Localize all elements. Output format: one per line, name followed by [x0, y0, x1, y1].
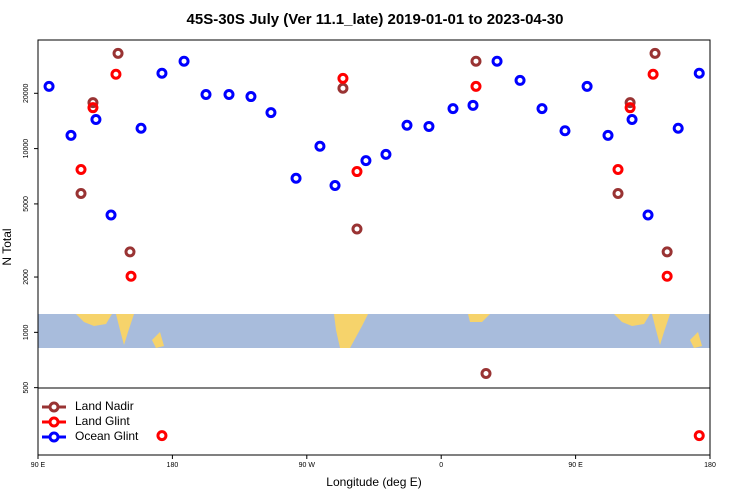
point — [43, 80, 55, 92]
legend-label: Land Glint — [75, 414, 130, 428]
x-tick-label: 180 — [167, 462, 179, 469]
y-tick-label: 500 — [23, 382, 30, 394]
point — [626, 114, 638, 126]
point — [360, 155, 372, 167]
point — [491, 55, 503, 67]
map-inset — [38, 314, 710, 348]
point — [110, 68, 122, 80]
point — [649, 47, 661, 59]
point — [75, 163, 87, 175]
legend-marker — [48, 401, 60, 413]
point — [661, 270, 673, 282]
point — [612, 163, 624, 175]
x-tick-label: 0 — [439, 462, 443, 469]
y-tick-label: 2000 — [23, 269, 30, 285]
point — [624, 97, 636, 109]
point — [661, 246, 673, 258]
x-tick-label: 180 — [704, 462, 716, 469]
point — [612, 187, 624, 199]
point — [602, 129, 614, 141]
x-tick-label: 90 E — [568, 462, 583, 469]
point — [647, 68, 659, 80]
point — [105, 209, 117, 221]
point — [90, 114, 102, 126]
point — [467, 99, 479, 111]
point — [87, 97, 99, 109]
point — [351, 166, 363, 178]
point — [693, 430, 705, 442]
plot-frame — [37, 39, 711, 456]
point — [329, 179, 341, 191]
point — [470, 80, 482, 92]
x-tick-label: 90 W — [299, 462, 316, 469]
legend-marker — [48, 416, 60, 428]
point — [290, 172, 302, 184]
point — [536, 103, 548, 115]
point — [337, 82, 349, 94]
point — [514, 74, 526, 86]
y-axis-label: N Total — [0, 228, 14, 265]
point — [693, 67, 705, 79]
point — [125, 270, 137, 282]
x-tick-label: 90 E — [31, 462, 46, 469]
y-tick-label: 5000 — [23, 196, 30, 212]
point — [156, 430, 168, 442]
point — [624, 102, 636, 114]
point — [642, 209, 654, 221]
legend-marker — [48, 431, 60, 443]
legend-label: Ocean Glint — [75, 429, 139, 443]
point — [672, 122, 684, 134]
point — [314, 140, 326, 152]
point — [480, 368, 492, 380]
point — [245, 91, 257, 103]
point — [223, 88, 235, 100]
point — [447, 103, 459, 115]
point — [337, 72, 349, 84]
point — [470, 55, 482, 67]
chart-title: 45S-30S July (Ver 11.1_late) 2019-01-01 … — [187, 11, 564, 28]
legend-label: Land Nadir — [75, 399, 134, 413]
point — [135, 122, 147, 134]
point — [156, 67, 168, 79]
y-tick-label: 10000 — [23, 139, 30, 159]
point — [351, 223, 363, 235]
point — [265, 107, 277, 119]
point — [87, 102, 99, 114]
y-tick-label: 20000 — [23, 83, 30, 103]
point — [200, 88, 212, 100]
point — [423, 120, 435, 132]
point — [581, 80, 593, 92]
y-tick-label: 1000 — [23, 324, 30, 340]
point — [178, 55, 190, 67]
x-axis-label: Longitude (deg E) — [326, 475, 421, 489]
point — [380, 148, 392, 160]
point — [401, 119, 413, 131]
point — [75, 187, 87, 199]
point — [124, 246, 136, 258]
point — [112, 47, 124, 59]
point — [559, 125, 571, 137]
point — [65, 129, 77, 141]
